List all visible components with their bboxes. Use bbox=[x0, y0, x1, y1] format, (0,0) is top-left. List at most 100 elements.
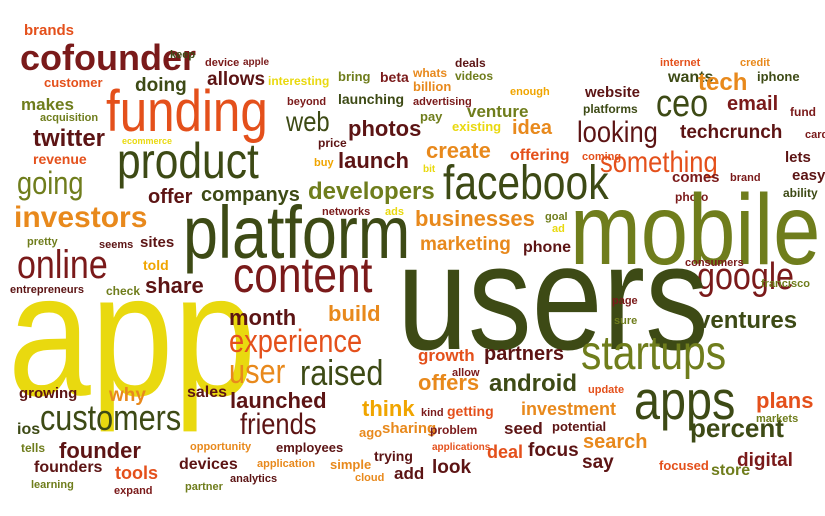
word-look: look bbox=[432, 457, 472, 478]
word-going: going bbox=[17, 165, 84, 201]
word-ios: ios bbox=[17, 421, 41, 438]
word-website: website bbox=[585, 84, 641, 101]
word-sure: sure bbox=[614, 315, 638, 327]
word-analytics: analytics bbox=[230, 473, 278, 485]
word-partner: partner bbox=[185, 481, 223, 493]
word-brand: brand bbox=[730, 172, 761, 184]
word-mobile: mobile bbox=[570, 174, 821, 286]
word-startups: startups bbox=[581, 327, 727, 380]
word-potential: potential bbox=[552, 419, 607, 434]
word-seems: seems bbox=[99, 239, 134, 251]
word-ceo: ceo bbox=[656, 83, 709, 125]
word-fund: fund bbox=[790, 105, 816, 119]
word-offering: offering bbox=[510, 147, 570, 164]
word-funding: funding bbox=[106, 79, 268, 144]
word-iphone: iphone bbox=[757, 69, 800, 84]
word-buy: buy bbox=[314, 157, 334, 169]
word-percent: percent bbox=[690, 413, 784, 443]
word-partners: partners bbox=[484, 343, 565, 365]
word-businesses: businesses bbox=[415, 206, 535, 231]
word-device: device bbox=[205, 57, 240, 69]
word-goal: goal bbox=[545, 211, 568, 223]
word-check: check bbox=[106, 284, 141, 298]
word-friends: friends bbox=[240, 408, 317, 441]
word-pretty: pretty bbox=[27, 236, 58, 248]
word-create: create bbox=[426, 138, 491, 163]
word-share: share bbox=[145, 273, 204, 298]
word-twitter: twitter bbox=[33, 125, 105, 152]
word-phone: phone bbox=[523, 239, 571, 256]
word-videos: videos bbox=[455, 69, 494, 83]
word-interesting: interesting bbox=[268, 74, 330, 88]
word-app: app bbox=[8, 238, 257, 433]
word-ads: ads bbox=[385, 206, 404, 218]
word-kind: kind bbox=[421, 407, 444, 419]
word-user: user bbox=[229, 353, 286, 391]
word-francisco: francisco bbox=[761, 278, 810, 290]
word-brands: brands bbox=[24, 22, 75, 39]
word-store: store bbox=[711, 462, 751, 479]
word-acquisition: acquisition bbox=[40, 112, 99, 124]
word-revenue: revenue bbox=[33, 151, 87, 167]
word-credit: credit bbox=[740, 57, 770, 69]
word-android: android bbox=[489, 370, 577, 397]
word-devices: devices bbox=[179, 456, 238, 473]
word-update: update bbox=[588, 384, 625, 396]
word-growing: growing bbox=[19, 385, 78, 402]
word-content: content bbox=[233, 247, 373, 303]
word-launching: launching bbox=[338, 91, 405, 107]
word-markets: markets bbox=[756, 413, 799, 425]
word-search: search bbox=[583, 431, 648, 453]
word-platforms: platforms bbox=[583, 102, 638, 116]
word-add: add bbox=[394, 464, 425, 483]
word-founder: founder bbox=[59, 438, 141, 463]
word-seed: seed bbox=[504, 419, 543, 438]
word-whats: whats bbox=[413, 66, 448, 80]
word-customer: customer bbox=[44, 75, 103, 90]
word-trying: trying bbox=[374, 448, 413, 464]
word-easy: easy bbox=[792, 167, 825, 184]
word-month: month bbox=[229, 305, 297, 330]
word-networks: networks bbox=[322, 206, 371, 218]
word-told: told bbox=[143, 257, 169, 273]
word-tools: tools bbox=[115, 463, 158, 483]
word-doing: doing bbox=[135, 75, 187, 96]
word-techcrunch: techcrunch bbox=[680, 122, 783, 143]
word-deal: deal bbox=[487, 442, 524, 462]
word-expand: expand bbox=[114, 485, 153, 497]
word-email: email bbox=[727, 93, 779, 115]
word-apps: apps bbox=[634, 369, 736, 431]
word-web: web bbox=[286, 106, 330, 137]
word-billion: billion bbox=[413, 79, 452, 94]
word-simple: simple bbox=[330, 457, 372, 472]
word-coming: coming bbox=[582, 151, 622, 163]
word-why: why bbox=[109, 385, 146, 406]
word-focus: focus bbox=[528, 440, 579, 461]
word-card: card bbox=[805, 129, 825, 141]
word-keep: keep bbox=[170, 49, 196, 61]
word-idea: idea bbox=[512, 117, 553, 139]
word-learning: learning bbox=[31, 479, 74, 491]
word-say: say bbox=[582, 452, 614, 473]
word-opportunity: opportunity bbox=[190, 441, 252, 453]
word-consumers: consumers bbox=[685, 257, 744, 269]
word-launched: launched bbox=[230, 388, 327, 413]
word-existing: existing bbox=[452, 119, 502, 134]
word-ecommerce: ecommerce bbox=[122, 136, 173, 146]
word-launch: launch bbox=[338, 148, 409, 173]
word-think: think bbox=[362, 396, 415, 421]
word-beyond: beyond bbox=[287, 96, 327, 108]
word-lets: lets bbox=[785, 149, 811, 166]
word-sales: sales bbox=[187, 384, 228, 401]
word-growth: growth bbox=[418, 346, 475, 365]
word-marketing: marketing bbox=[420, 234, 511, 255]
word-something: something bbox=[600, 146, 718, 179]
word-ventures: ventures bbox=[697, 307, 798, 334]
word-applications: applications bbox=[432, 442, 491, 453]
word-cofounder: cofounder bbox=[20, 37, 196, 78]
word-bit: bit bbox=[423, 164, 436, 175]
word-experience: experience bbox=[229, 323, 363, 359]
word-bring: bring bbox=[338, 69, 371, 84]
word-allow: allow bbox=[452, 367, 480, 379]
word-sites: sites bbox=[140, 234, 175, 251]
